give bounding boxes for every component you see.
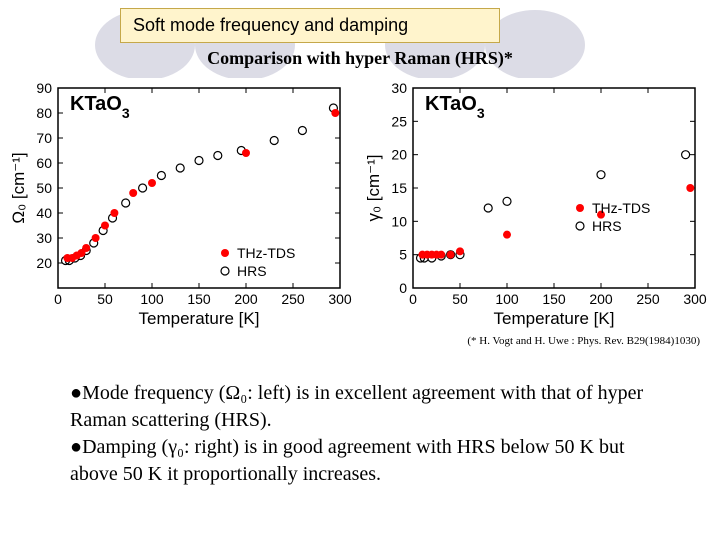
svg-text:200: 200 [234, 291, 258, 307]
svg-text:90: 90 [36, 80, 52, 96]
svg-text:80: 80 [36, 105, 52, 121]
citation-text: (* H. Vogt and H. Uwe : Phys. Rev. B29(1… [467, 335, 700, 347]
svg-text:THz-TDS: THz-TDS [237, 245, 295, 261]
svg-text:250: 250 [636, 291, 660, 307]
svg-text:300: 300 [683, 291, 707, 307]
svg-text:250: 250 [281, 291, 305, 307]
svg-text:0: 0 [399, 280, 407, 296]
bullet-1: ●Mode frequency (Ω₀: left) is in excelle… [70, 380, 660, 434]
svg-text:50: 50 [97, 291, 113, 307]
svg-text:15: 15 [391, 180, 407, 196]
charts-row: 0501001502002503002030405060708090Temper… [10, 78, 710, 328]
svg-text:10: 10 [391, 213, 407, 229]
bullet-2: ●Damping (γ₀: right) is in good agreemen… [70, 434, 660, 488]
svg-text:25: 25 [391, 113, 407, 129]
right-chart: 0 50 100 150 200 250 300 0 5 10 15 20 25 30 Temperatur… [365, 78, 710, 328]
svg-text:20: 20 [391, 147, 407, 163]
svg-text:150: 150 [542, 291, 566, 307]
svg-text:Temperature [K]: Temperature [K] [494, 309, 615, 328]
svg-text:0: 0 [409, 291, 417, 307]
svg-text:HRS: HRS [237, 263, 267, 279]
svg-text:5: 5 [399, 247, 407, 263]
svg-text:100: 100 [140, 291, 164, 307]
body-text: ●Mode frequency (Ω₀: left) is in excelle… [70, 380, 660, 488]
slide-title: Soft mode frequency and damping [120, 8, 500, 43]
svg-text:70: 70 [36, 130, 52, 146]
svg-text:100: 100 [495, 291, 519, 307]
svg-text:γ₀ [cm⁻¹]: γ₀ [cm⁻¹] [365, 154, 383, 221]
svg-text:50: 50 [36, 180, 52, 196]
svg-text:THz-TDS: THz-TDS [592, 200, 650, 216]
bullet-1-text: Mode frequency (Ω₀: left) is in excellen… [70, 382, 643, 431]
svg-text:200: 200 [589, 291, 613, 307]
slide-subtitle: Comparison with hyper Raman (HRS)* [0, 48, 720, 69]
svg-text:KTaO3: KTaO3 [425, 93, 485, 121]
bullet-2-text: Damping (γ₀: right) is in good agreement… [70, 436, 625, 485]
svg-text:50: 50 [452, 291, 468, 307]
svg-text:30: 30 [36, 230, 52, 246]
svg-text:0: 0 [54, 291, 62, 307]
svg-text:30: 30 [391, 80, 407, 96]
svg-text:150: 150 [187, 291, 211, 307]
svg-text:KTaO3: KTaO3 [70, 93, 130, 121]
svg-text:20: 20 [36, 255, 52, 271]
svg-text:60: 60 [36, 155, 52, 171]
svg-text:Temperature [K]: Temperature [K] [139, 309, 260, 328]
svg-text:Ω₀ [cm⁻¹]: Ω₀ [cm⁻¹] [10, 152, 28, 223]
svg-text:HRS: HRS [592, 218, 622, 234]
svg-text:40: 40 [36, 205, 52, 221]
left-chart: 0 50 100 150 200 250 300 20 30 40 50 60 70 80 90 Temper… [10, 78, 355, 328]
svg-text:300: 300 [328, 291, 352, 307]
